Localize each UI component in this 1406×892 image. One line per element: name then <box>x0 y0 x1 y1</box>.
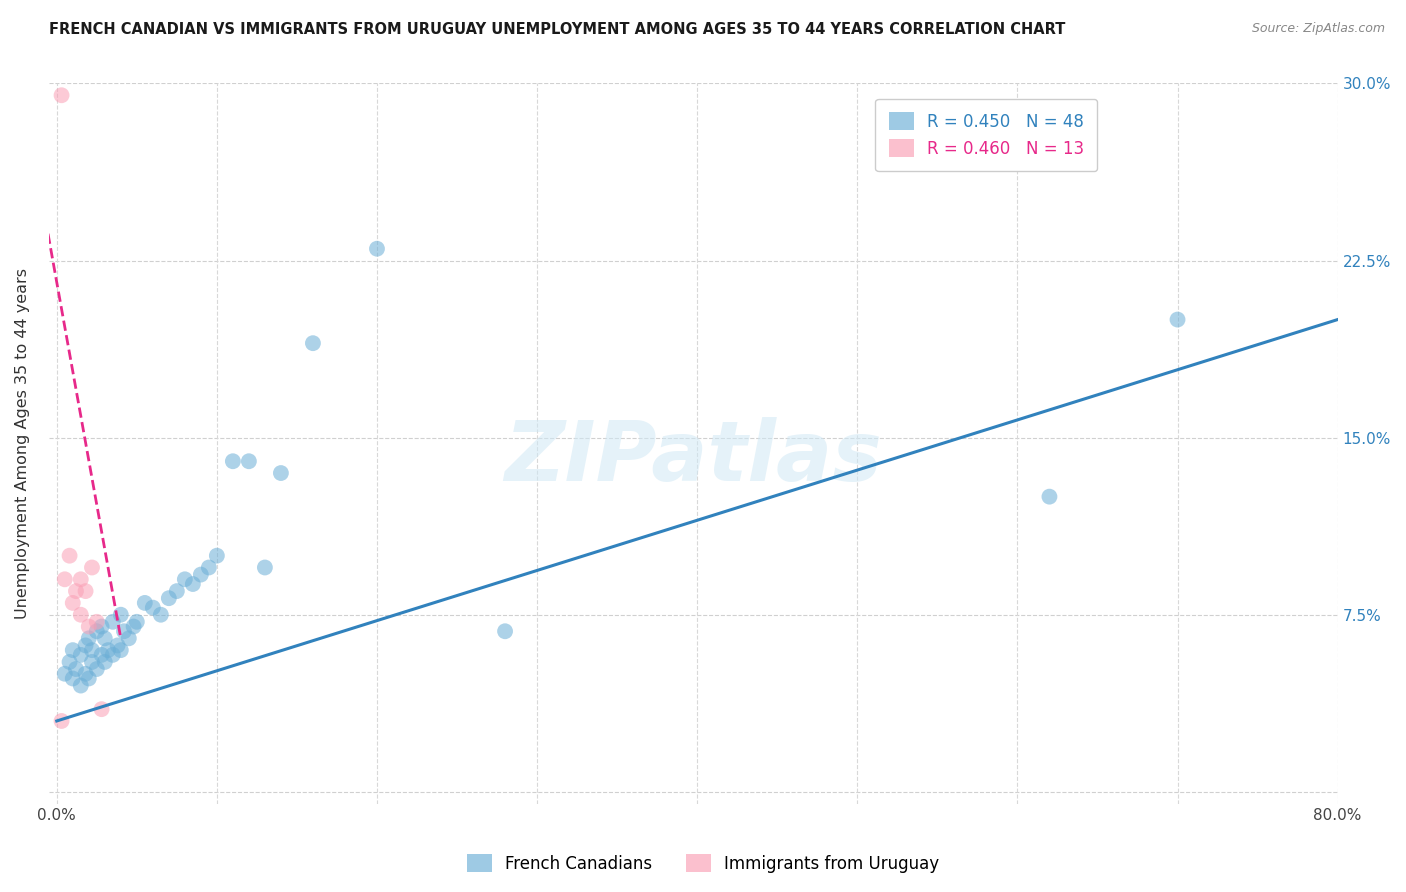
Text: Source: ZipAtlas.com: Source: ZipAtlas.com <box>1251 22 1385 36</box>
Point <box>125 615 148 629</box>
Point <box>75 639 97 653</box>
Point <box>270 466 292 480</box>
Point <box>75 584 97 599</box>
Point <box>94 632 117 646</box>
Point <box>69 572 91 586</box>
Legend: R = 0.450   N = 48, R = 0.460   N = 13: R = 0.450 N = 48, R = 0.460 N = 13 <box>875 99 1097 171</box>
Point <box>94 655 117 669</box>
Legend: French Canadians, Immigrants from Uruguay: French Canadians, Immigrants from Urugua… <box>460 847 946 880</box>
Point <box>77 632 100 646</box>
Point <box>80 643 103 657</box>
Point <box>62 596 84 610</box>
Point <box>53 666 76 681</box>
Point <box>366 242 388 256</box>
Point <box>58 549 80 563</box>
Point <box>302 336 325 351</box>
Point <box>198 560 221 574</box>
Y-axis label: Unemployment Among Ages 35 to 44 years: Unemployment Among Ages 35 to 44 years <box>15 268 30 619</box>
Point <box>134 596 156 610</box>
Text: FRENCH CANADIAN VS IMMIGRANTS FROM URUGUAY UNEMPLOYMENT AMONG AGES 35 TO 44 YEAR: FRENCH CANADIAN VS IMMIGRANTS FROM URUGU… <box>49 22 1066 37</box>
Point <box>86 615 108 629</box>
Point <box>190 567 212 582</box>
Point <box>62 643 84 657</box>
Point <box>166 584 188 599</box>
Point <box>110 643 132 657</box>
Point <box>238 454 260 468</box>
Point <box>58 655 80 669</box>
Point <box>142 600 165 615</box>
Point <box>149 607 172 622</box>
Point <box>253 560 276 574</box>
Point <box>110 607 132 622</box>
Point <box>205 549 228 563</box>
Point <box>80 655 103 669</box>
Point <box>222 454 245 468</box>
Point <box>69 607 91 622</box>
Point <box>69 648 91 662</box>
Point <box>101 615 124 629</box>
Point <box>86 662 108 676</box>
Point <box>80 560 103 574</box>
Point <box>90 702 112 716</box>
Point <box>69 679 91 693</box>
Point <box>1167 312 1189 326</box>
Point <box>53 572 76 586</box>
Point <box>107 639 129 653</box>
Point <box>65 584 87 599</box>
Point <box>90 648 112 662</box>
Point <box>62 672 84 686</box>
Point <box>97 643 120 657</box>
Point <box>77 619 100 633</box>
Point <box>51 714 73 728</box>
Point <box>122 619 145 633</box>
Point <box>90 619 112 633</box>
Point <box>65 662 87 676</box>
Text: ZIPatlas: ZIPatlas <box>505 417 882 499</box>
Point <box>494 624 516 639</box>
Point <box>1038 490 1060 504</box>
Point <box>51 88 73 103</box>
Point <box>77 672 100 686</box>
Point <box>157 591 180 606</box>
Point <box>112 624 135 639</box>
Point <box>86 624 108 639</box>
Point <box>181 577 204 591</box>
Point <box>101 648 124 662</box>
Point <box>118 632 141 646</box>
Point <box>75 666 97 681</box>
Point <box>173 572 195 586</box>
